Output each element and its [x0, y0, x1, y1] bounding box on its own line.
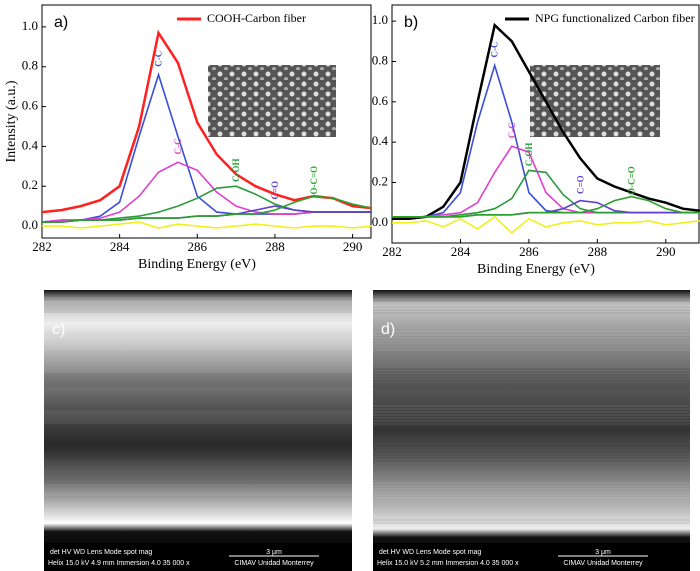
- peak-label: C-C: [507, 122, 517, 138]
- x-tick-label: 286: [519, 244, 539, 259]
- streaks: [44, 299, 690, 524]
- peak-label: C-C: [154, 51, 164, 67]
- series-line: [392, 145, 700, 218]
- inset-image: [208, 65, 336, 137]
- info-bar: [373, 543, 690, 571]
- peak-label: O-C=O: [627, 166, 637, 195]
- legend-label: COOH-Carbon fiber: [207, 11, 306, 25]
- y-tick-label: 0.0: [372, 214, 388, 229]
- series-line: [41, 161, 372, 223]
- y-tick-label: 0.2: [372, 173, 388, 188]
- series-line: [42, 221, 373, 229]
- inset-image: [530, 65, 660, 137]
- y-tick-label: 1.0: [372, 12, 388, 27]
- panel-label: c): [52, 321, 65, 338]
- y-tick-label: 0.6: [372, 93, 389, 108]
- x-tick-label: 284: [451, 244, 471, 259]
- y-tick-label: 0.0: [22, 217, 38, 232]
- institution: CIMAV Unidad Monterrey: [234, 560, 314, 567]
- x-axis-label: Binding Energy (eV): [477, 262, 595, 277]
- info-bar: [44, 543, 352, 571]
- info-values: Helix 15.0 kV 4.9 mm Immersion 4.0 35 00…: [48, 560, 190, 567]
- peak-label: C-OH: [231, 158, 241, 182]
- peak-label: C-OH: [524, 143, 534, 167]
- y-tick-label: 0.8: [22, 58, 38, 73]
- y-tick-label: 1.0: [22, 18, 38, 33]
- panel-label: d): [381, 321, 395, 338]
- peak-label: C=O: [575, 175, 585, 194]
- scale-label: 3 μm: [266, 549, 282, 556]
- legend-label: NPG functionalized Carbon fiber: [535, 11, 695, 25]
- info-values: Helix 15.0 kV 5.2 mm Immersion 4.0 35 00…: [377, 560, 519, 567]
- plot-frame: [41, 4, 372, 239]
- series-line: [42, 195, 373, 223]
- series-line: [392, 22, 700, 221]
- x-tick-label: 286: [188, 239, 208, 254]
- series-line: [392, 215, 700, 234]
- y-tick-label: 0.4: [22, 137, 39, 152]
- peak-label: C-C: [173, 138, 183, 154]
- sem-image: [44, 290, 352, 571]
- x-tick-label: 288: [265, 239, 285, 254]
- panel-label: b): [404, 14, 418, 31]
- institution: CIMAV Unidad Monterrey: [563, 560, 643, 567]
- info-header: det HV WD Lens Mode spot mag: [50, 549, 152, 556]
- series-line: [392, 195, 700, 218]
- y-tick-label: 0.4: [372, 133, 389, 148]
- x-tick-label: 290: [343, 239, 363, 254]
- x-tick-label: 290: [656, 244, 676, 259]
- y-tick-label: 0.8: [372, 52, 388, 67]
- x-tick-label: 282: [32, 239, 52, 254]
- plot-frame: [391, 4, 700, 244]
- x-tick-label: 282: [382, 244, 402, 259]
- sem-image: [373, 290, 690, 571]
- peak-label: C=O: [270, 181, 280, 200]
- y-axis-label: Intensity (a.u.): [4, 80, 19, 162]
- scale-label: 3 μm: [595, 549, 611, 556]
- info-header: det HV WD Lens Mode spot mag: [379, 549, 481, 556]
- y-tick-label: 0.6: [22, 98, 39, 113]
- peak-label: O-C=O: [309, 166, 319, 195]
- y-tick-label: 0.2: [22, 177, 38, 192]
- x-axis-label: Binding Energy (eV): [138, 257, 256, 272]
- x-tick-label: 288: [588, 244, 608, 259]
- x-tick-label: 284: [110, 239, 130, 254]
- peak-label: C-C: [490, 42, 500, 58]
- panel-label: a): [54, 14, 68, 31]
